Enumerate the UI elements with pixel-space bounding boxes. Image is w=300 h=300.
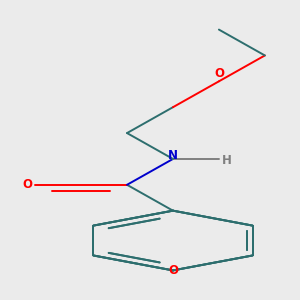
Text: H: H [221,154,231,167]
Text: N: N [168,149,178,162]
Text: O: O [214,68,224,80]
Text: O: O [23,178,33,191]
Text: O: O [168,264,178,277]
